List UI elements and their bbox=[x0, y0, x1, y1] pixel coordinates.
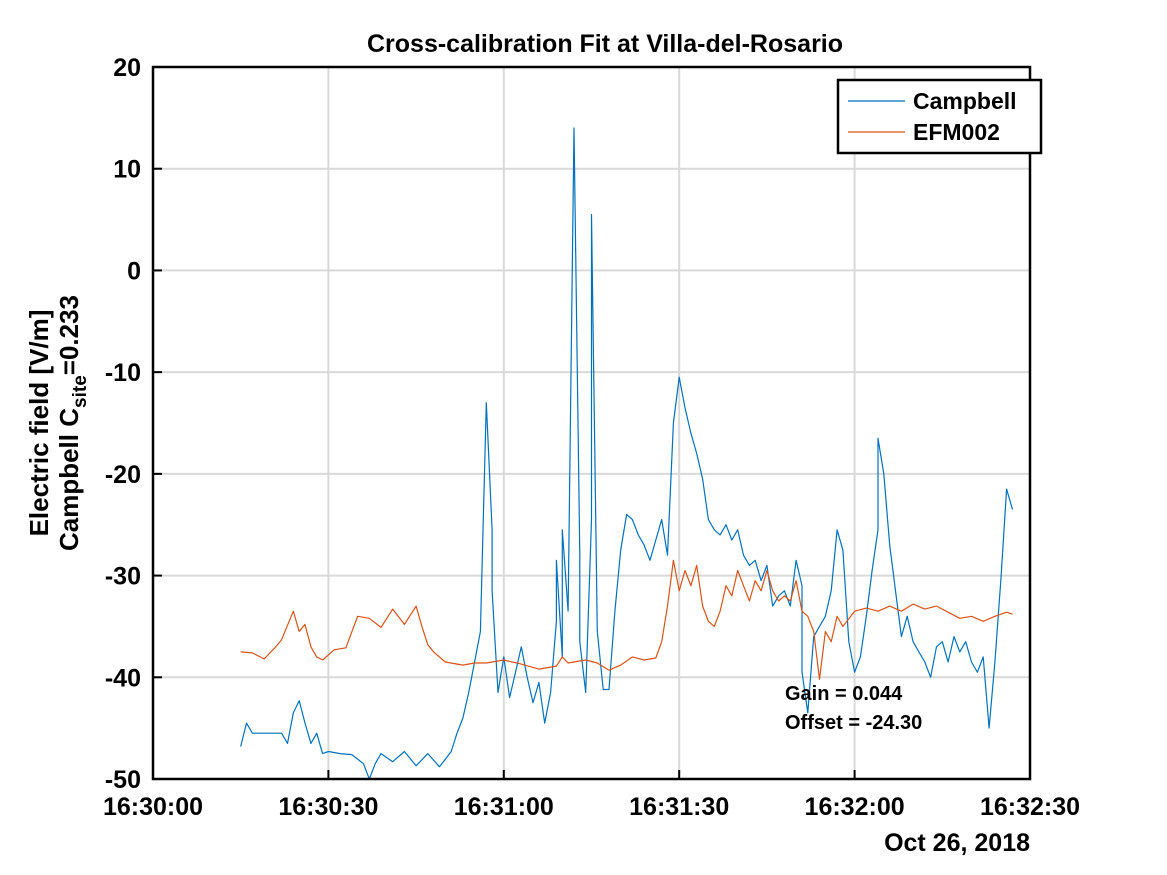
y-axis-label-suffix: =0.233 bbox=[54, 295, 84, 375]
x-ticks: 16:30:00 16:30:30 16:31:00 16:31:30 16:32:00… bbox=[103, 770, 1080, 821]
y-tick-label: -40 bbox=[105, 664, 141, 692]
y-tick-label: -20 bbox=[105, 461, 141, 489]
y-axis-label-subscript: site bbox=[70, 375, 91, 408]
series-line-efm002 bbox=[240, 559, 1013, 680]
fit-annotation: Gain = 0.044 Offset = -24.30 bbox=[785, 683, 922, 734]
x-tick-label: 16:30:30 bbox=[278, 793, 378, 821]
legend-label-campbell: Campbell bbox=[913, 88, 1017, 114]
y-tick-label: -10 bbox=[105, 359, 141, 387]
legend-label-efm002: EFM002 bbox=[913, 119, 1000, 145]
y-ticks: -50 -40 -30 -20 -10 0 10 20 bbox=[105, 54, 162, 794]
x-date-label: Oct 26, 2018 bbox=[884, 829, 1030, 857]
axes-box bbox=[151, 65, 1032, 781]
series-line-campbell bbox=[240, 127, 1014, 780]
chart-title: Cross-calibration Fit at Villa-del-Rosar… bbox=[367, 30, 843, 58]
x-tick-label: 16:32:30 bbox=[980, 793, 1080, 821]
y-tick-label: 20 bbox=[113, 54, 141, 82]
legend: Campbell EFM002 bbox=[836, 78, 1043, 155]
x-tick-label: 16:30:00 bbox=[103, 793, 203, 821]
y-tick-label: 10 bbox=[113, 156, 141, 184]
x-tick-label: 16:32:00 bbox=[805, 793, 905, 821]
legend-box bbox=[836, 78, 1043, 155]
y-axis-label: Electric field [V/m] Campbell Csite=0.23… bbox=[24, 295, 91, 551]
y-axis-label-prefix: Campbell C bbox=[54, 408, 84, 551]
y-tick-label: -30 bbox=[105, 563, 141, 591]
y-axis-label-line1: Electric field [V/m] bbox=[24, 310, 54, 537]
x-tick-label: 16:31:00 bbox=[454, 793, 554, 821]
series-lines bbox=[240, 127, 1014, 780]
y-axis-label-line2: Campbell Csite=0.233 bbox=[54, 295, 91, 551]
offset-annotation: Offset = -24.30 bbox=[785, 712, 922, 734]
x-tick-label: 16:31:30 bbox=[629, 793, 729, 821]
gain-annotation: Gain = 0.044 bbox=[785, 683, 903, 705]
y-tick-label: -50 bbox=[105, 766, 141, 794]
y-tick-label: 0 bbox=[127, 257, 141, 285]
